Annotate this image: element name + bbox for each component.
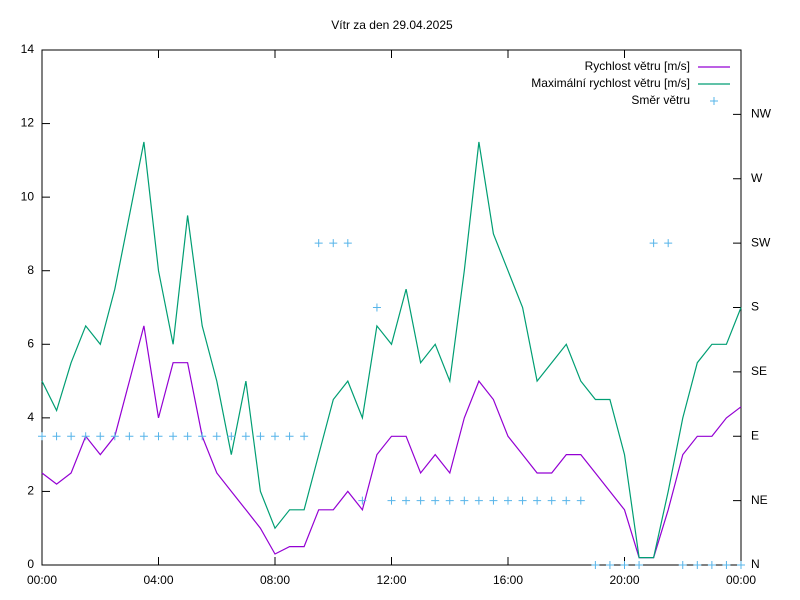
direction-point (649, 239, 658, 248)
direction-point (154, 432, 163, 441)
direction-point (620, 561, 629, 569)
chart-title: Vítr za den 29.04.2025 (331, 18, 453, 32)
direction-point (372, 303, 381, 312)
direction-point (241, 432, 250, 441)
direction-point (562, 496, 571, 505)
direction-point (198, 432, 207, 441)
plot-frame (41, 49, 742, 566)
series-line (41, 325, 742, 559)
direction-point (591, 561, 600, 569)
direction-point (67, 432, 76, 441)
direction-point (38, 432, 46, 441)
y-tick-label: 0 (27, 557, 34, 571)
direction-point (693, 561, 702, 569)
direction-point (664, 239, 673, 248)
direction-point (139, 432, 148, 441)
legend-symbol (710, 97, 718, 105)
y-tick-label: 8 (27, 263, 34, 277)
y2-tick-label: NW (751, 107, 772, 121)
legend-label: Maximální rychlost větru [m/s] (531, 76, 690, 90)
direction-point (416, 496, 425, 505)
direction-point (489, 496, 498, 505)
y-tick-label: 10 (21, 189, 35, 203)
direction-point (212, 432, 221, 441)
x-tick-label: 16:00 (493, 573, 523, 587)
direction-point (504, 496, 512, 505)
y-tick-label: 14 (21, 42, 35, 56)
direction-point (96, 432, 105, 441)
direction-point (110, 432, 119, 441)
x-tick-label: 12:00 (376, 573, 406, 587)
y-tick-label: 2 (27, 484, 34, 498)
direction-point (547, 496, 556, 505)
x-tick-label: 04:00 (143, 573, 173, 587)
direction-point (329, 239, 338, 248)
y2-tick-label: SE (751, 364, 767, 378)
direction-point (52, 432, 61, 441)
x-tick-label: 00:00 (726, 573, 756, 587)
direction-point (387, 496, 396, 505)
series-line (41, 141, 742, 559)
direction-point (722, 561, 731, 569)
direction-point (81, 432, 90, 441)
direction-point (343, 239, 352, 248)
direction-point (271, 432, 279, 441)
direction-point (707, 561, 716, 569)
y2-tick-label: N (751, 557, 760, 571)
direction-point (737, 561, 745, 569)
direction-point (402, 496, 411, 505)
direction-point (300, 432, 309, 441)
legend-label: Směr větru (631, 93, 690, 107)
y2-tick-label: E (751, 428, 759, 442)
y2-tick-label: W (751, 171, 763, 185)
y-tick-label: 4 (27, 410, 34, 424)
legend-label: Rychlost větru [m/s] (585, 59, 690, 73)
direction-point (678, 561, 687, 569)
direction-point (605, 561, 614, 569)
y2-tick-label: S (751, 300, 759, 314)
direction-point (169, 432, 178, 441)
y-tick-label: 12 (21, 116, 35, 130)
x-tick-label: 00:00 (27, 573, 57, 587)
direction-point (227, 432, 236, 441)
y2-tick-label: SW (751, 235, 771, 249)
direction-point (518, 496, 527, 505)
y-tick-label: 6 (27, 336, 34, 350)
direction-point (635, 561, 644, 569)
direction-point (474, 496, 483, 505)
direction-point (445, 496, 454, 505)
y2-tick-label: NE (751, 493, 768, 507)
direction-point (358, 496, 367, 505)
x-tick-label: 08:00 (260, 573, 290, 587)
direction-point (125, 432, 134, 441)
direction-point (183, 432, 192, 441)
direction-point (576, 496, 585, 505)
x-tick-label: 20:00 (609, 573, 639, 587)
direction-point (314, 239, 323, 248)
direction-point (256, 432, 265, 441)
direction-point (533, 496, 542, 505)
direction-point (431, 496, 440, 505)
direction-point (460, 496, 469, 505)
direction-point (285, 432, 294, 441)
